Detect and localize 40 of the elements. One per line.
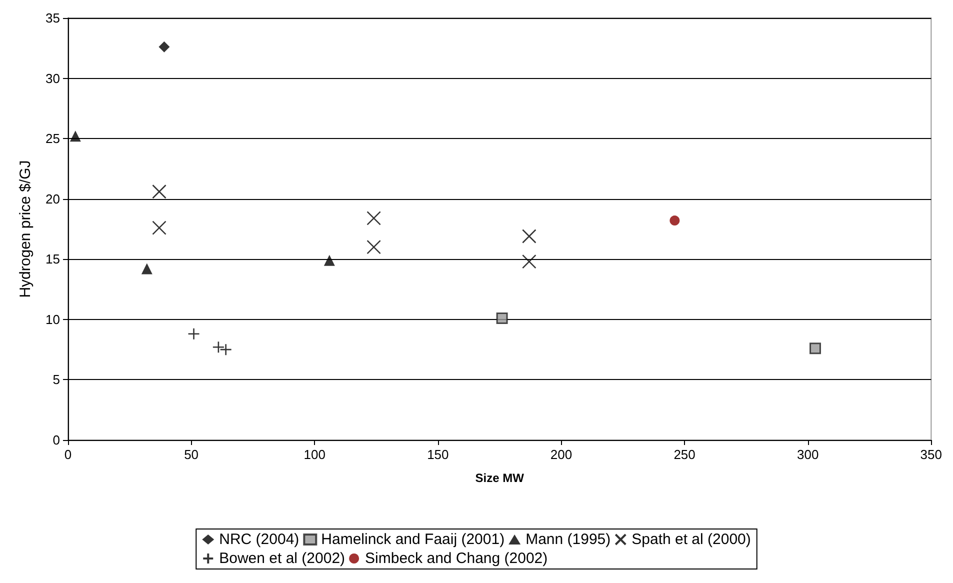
legend-label: NRC (2004) [219,531,300,548]
point [188,328,200,340]
legend-label: Spath et al (2000) [632,531,751,548]
x-tick-label: 150 [427,447,449,462]
y-tick-label: 0 [52,432,60,448]
point [522,229,536,244]
x-axis-title: Size MW [475,471,525,485]
y-axis-title: Hydrogen price $/GJ [17,160,34,298]
legend-label: Bowen et al (2002) [219,550,346,567]
point [809,342,821,354]
point [220,343,232,356]
y-tick-label: 35 [46,10,60,26]
point [212,341,225,354]
x-tick-label: 0 [64,447,72,462]
point [522,254,536,269]
x-tick-label: 300 [796,447,819,462]
y-tick-label: 5 [52,372,60,388]
point [141,263,152,274]
x-tick-label: 200 [550,447,572,462]
legend-label: Simbeck and Chang (2002) [365,550,548,567]
point [158,41,170,52]
legend-label: Hamelinck and Faaij (2001) [321,531,505,548]
point [366,240,381,254]
point [324,254,335,266]
point [670,216,680,226]
y-tick-label: 30 [46,70,60,86]
point [70,130,81,142]
x-tick-label: 50 [184,447,199,462]
y-tick-label: 15 [46,252,60,267]
x-tick-label: 250 [674,447,696,462]
legend-label: Mann (1995) [526,531,611,548]
point [152,184,166,199]
point [496,312,508,324]
y-tick-label: 25 [46,131,60,146]
point [366,211,381,226]
y-tick-label: 20 [46,191,60,206]
y-tick-label: 10 [46,312,60,327]
x-tick-label: 350 [920,447,942,462]
point [152,220,166,235]
x-tick-label: 100 [304,447,326,462]
